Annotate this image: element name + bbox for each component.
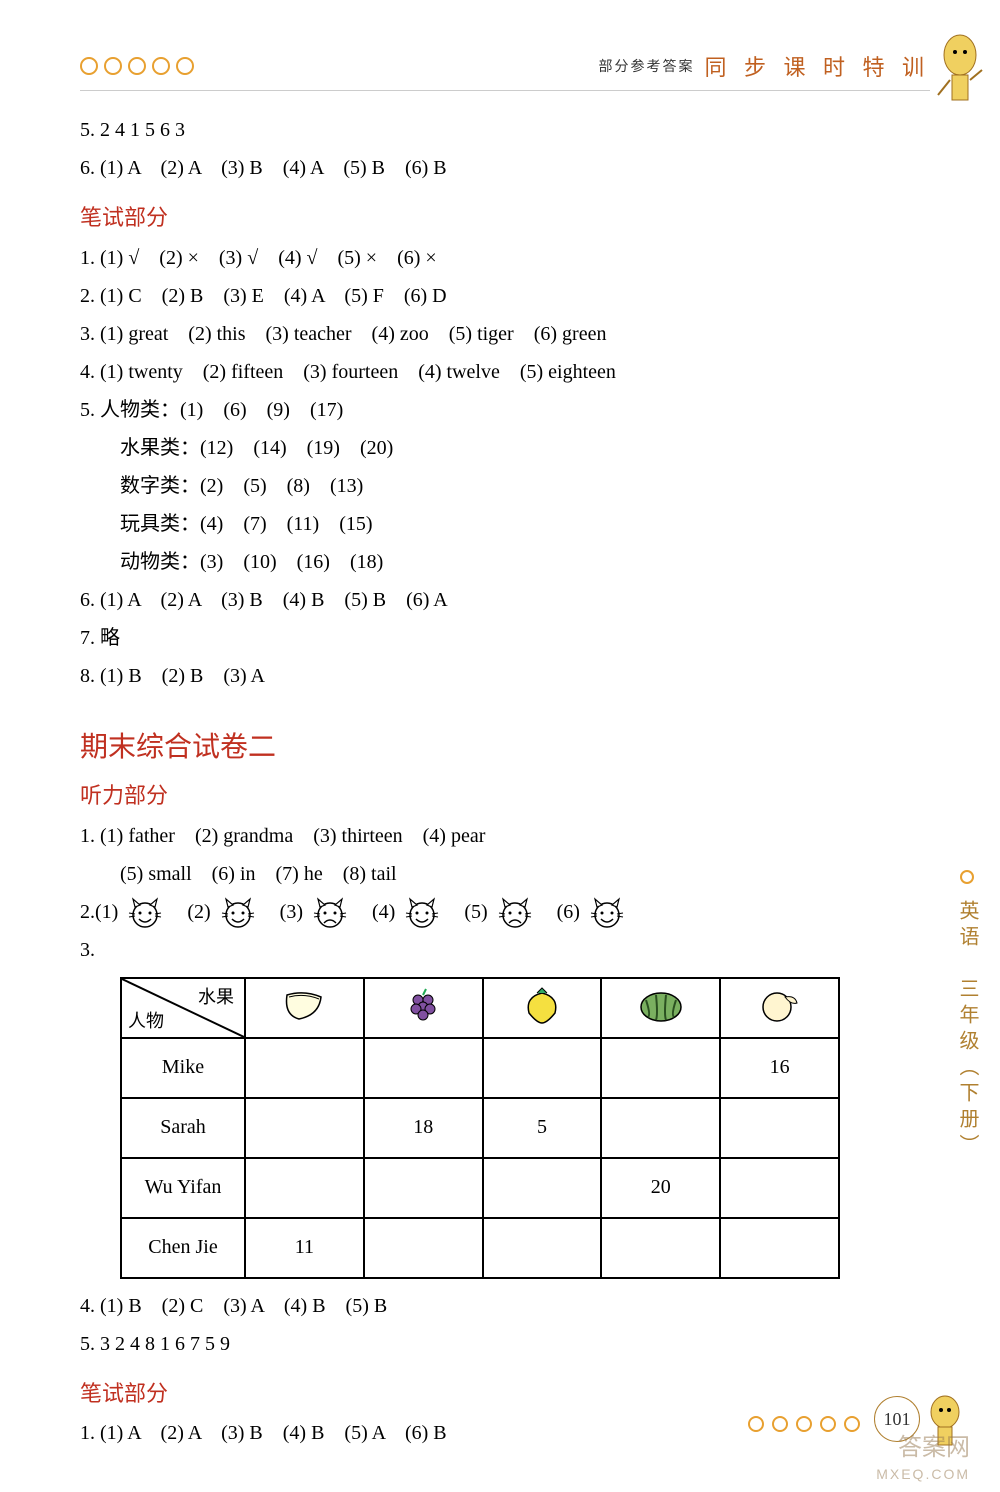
banana-icon [279,985,329,1025]
watermelon-icon [636,985,686,1025]
table-header-row: 水果 人物 [121,978,839,1038]
table-row: Sarah 185 [121,1098,839,1158]
cat-face-sad-icon [312,897,348,929]
data-cell [483,1218,602,1278]
l3-prefix: 3. [80,931,110,969]
data-cell [364,1038,483,1098]
cat-face-sad-icon [497,897,533,929]
w1-l8: 8. (1) B (2) B (3) A [80,657,930,695]
l2-prefix: 2. [80,893,95,931]
l2-item-label: (5) [464,901,492,923]
exam2-title: 期末综合试卷二 [80,725,930,765]
strawberry-icon [517,985,567,1025]
data-cell [601,1098,720,1158]
header-subtitle: 部分参考答案 [598,56,694,76]
answer-line-6: 6. (1) A (2) A (3) B (4) A (5) B (6) B [80,149,930,187]
faces-container: (1) (2) (3) (4) (5) [95,893,649,931]
data-cell [245,1098,364,1158]
page: 部分参考答案 同 步 课 时 特 训 5. 2 4 1 5 6 3 6. (1)… [0,0,1000,1492]
data-cell [720,1158,839,1218]
l2-item-label: (2) [187,901,215,923]
w1-l6: 6. (1) A (2) A (3) B (4) B (5) B (6) A [80,581,930,619]
grapes-icon [398,985,448,1025]
fruit-header-banana [245,978,364,1038]
header-title: 部分参考答案 同 步 课 时 特 训 [598,50,930,82]
l2-item-label: (3) [280,901,308,923]
cat-face-happy-icon [127,897,163,929]
data-cell [364,1218,483,1278]
w1-l5b: 水果类：(12) (14) (19) (20) [80,429,930,467]
fruit-header-grapes [364,978,483,1038]
orange-icon [755,985,805,1025]
data-cell [245,1038,364,1098]
listen-l2: 2. (1) (2) (3) (4) (5) [80,893,930,931]
data-cell [601,1038,720,1098]
row-name-cell: Chen Jie [121,1218,245,1278]
listen-l4: 4. (1) B (2) C (3) A (4) B (5) B [80,1287,930,1325]
w1-l1: 1. (1) √ (2) × (3) √ (4) √ (5) × (6) × [80,239,930,277]
header-main-title: 同 步 课 时 特 训 [704,50,930,82]
data-cell [483,1158,602,1218]
answer-line-5: 5. 2 4 1 5 6 3 [80,111,930,149]
footer-circles [748,1416,860,1432]
l2-item-label: (6) [557,901,585,923]
table-row: Chen Jie11 [121,1218,839,1278]
data-cell [601,1218,720,1278]
data-cell [720,1218,839,1278]
section-written-1: 笔试部分 [80,197,930,239]
page-header: 部分参考答案 同 步 课 时 特 训 [80,50,930,91]
data-cell [245,1158,364,1218]
cat-face-happy-icon [220,897,256,929]
w1-l5c: 数字类：(2) (5) (8) (13) [80,467,930,505]
watermark: 答案网 [898,1427,970,1462]
listen-l1b: (5) small (6) in (7) he (8) tail [80,855,930,893]
data-cell: 20 [601,1158,720,1218]
listen-l5: 5. 3 2 4 8 1 6 7 5 9 [80,1325,930,1363]
l2-item-label: (4) [372,901,400,923]
row-name-cell: Mike [121,1038,245,1098]
data-cell: 16 [720,1038,839,1098]
data-cell: 18 [364,1098,483,1158]
header-decorative-circles [80,57,194,75]
w1-l5a: 5. 人物类：(1) (6) (9) (17) [80,391,930,429]
cat-face-happy-icon [404,897,440,929]
row-name-cell: Wu Yifan [121,1158,245,1218]
w1-l7: 7. 略 [80,619,930,657]
table-row: Mike 16 [121,1038,839,1098]
diag-top: 水果 [198,983,234,1009]
row-name-cell: Sarah [121,1098,245,1158]
w1-l2: 2. (1) C (2) B (3) E (4) A (5) F (6) D [80,277,930,315]
data-cell [720,1098,839,1158]
data-cell [364,1158,483,1218]
l2-item-label: (1) [95,901,123,923]
w1-l3: 3. (1) great (2) this (3) teacher (4) zo… [80,315,930,353]
fruit-header-strawberry [483,978,602,1038]
diag-bot: 人物 [128,1007,164,1033]
w1-l5d: 玩具类：(4) (7) (11) (15) [80,505,930,543]
diagonal-header-cell: 水果 人物 [121,978,245,1038]
fruit-header-watermelon [601,978,720,1038]
side-label: 英语 三年级（下册） [953,900,982,1160]
w1-l4: 4. (1) twenty (2) fifteen (3) fourteen (… [80,353,930,391]
mascot-icon [930,30,990,120]
data-cell: 5 [483,1098,602,1158]
side-circle-icon [960,870,974,884]
fruit-table: 水果 人物 Mike16Sarah185Wu Yifan20Chen Jie11 [120,977,840,1279]
cat-face-happy-icon [589,897,625,929]
watermark-sub: MXEQ.COM [876,1466,970,1482]
listen-l3-row: 3. [80,931,930,969]
data-cell [483,1038,602,1098]
w1-l5e: 动物类：(3) (10) (16) (18) [80,543,930,581]
table-row: Wu Yifan 20 [121,1158,839,1218]
section-written-2: 笔试部分 [80,1373,930,1415]
fruit-header-orange [720,978,839,1038]
listen-l1a: 1. (1) father (2) grandma (3) thirteen (… [80,817,930,855]
listening-title: 听力部分 [80,775,930,817]
data-cell: 11 [245,1218,364,1278]
